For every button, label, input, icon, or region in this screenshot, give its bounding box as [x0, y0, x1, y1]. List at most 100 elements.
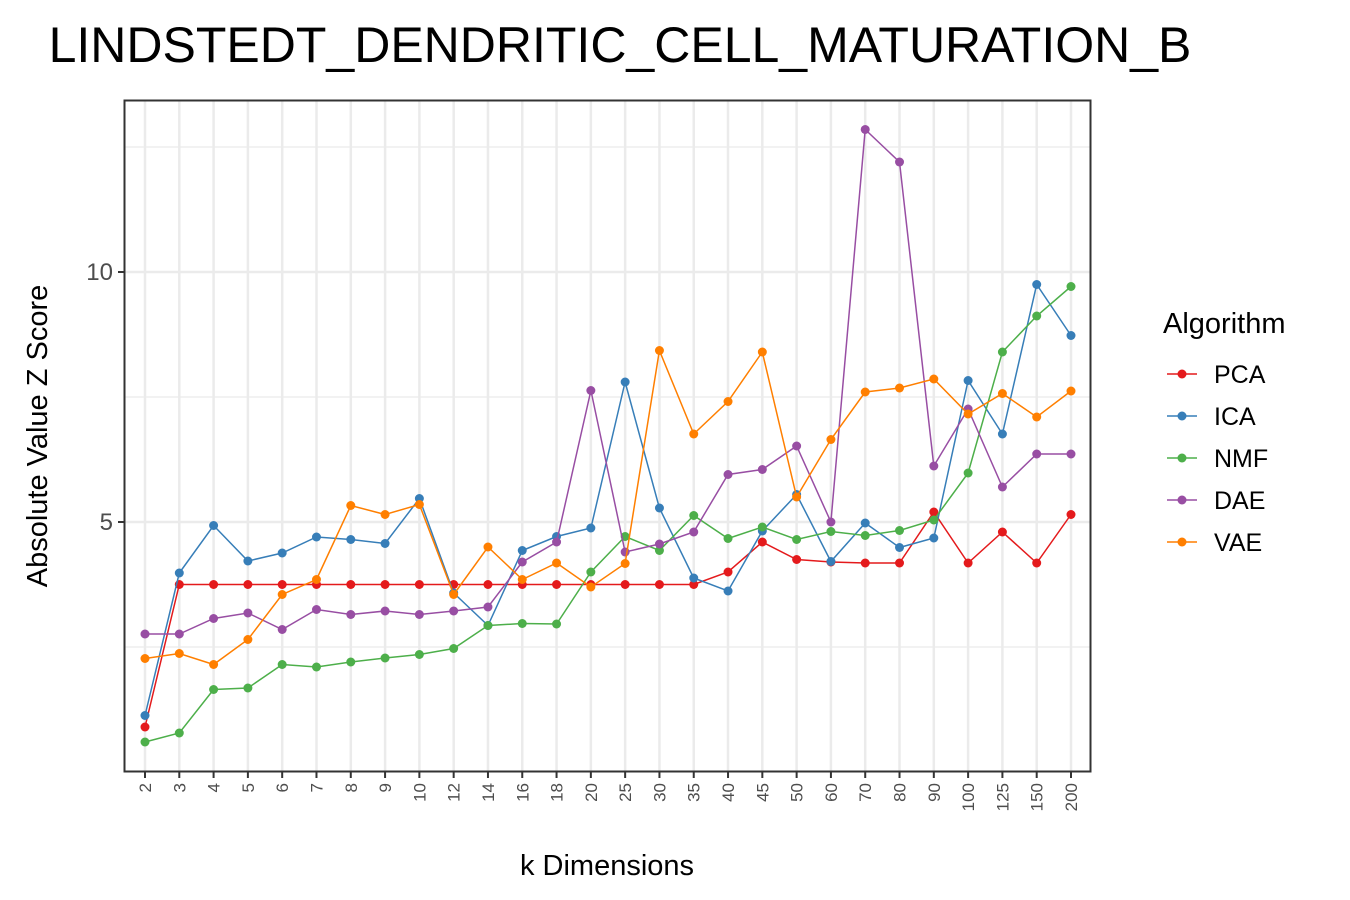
dae-point — [757, 465, 767, 474]
x-tick-label: 125 — [993, 783, 1012, 811]
dae-point — [380, 606, 390, 616]
dae-point — [997, 482, 1007, 492]
ica-point — [1066, 331, 1076, 340]
ica-point — [723, 586, 733, 596]
vae-point — [140, 654, 150, 663]
ica-point — [963, 376, 973, 385]
vae-point — [243, 635, 253, 644]
ica-point — [1032, 280, 1042, 289]
dae-point — [311, 605, 321, 614]
x-tick-label: 5 — [239, 783, 258, 792]
vae-point — [997, 389, 1007, 398]
nmf-point — [1066, 282, 1076, 291]
nmf-point — [311, 662, 321, 672]
x-tick-label: 40 — [719, 783, 738, 802]
ica-point — [243, 556, 253, 566]
vae-line — [144, 347, 1072, 666]
vae-point — [929, 374, 939, 384]
x-tick-label: 45 — [753, 783, 772, 802]
series-vae — [140, 346, 1076, 669]
nmf-point — [586, 567, 596, 577]
legend-key-point — [1177, 453, 1187, 463]
series-lines — [140, 125, 1076, 747]
vae-point — [414, 500, 424, 509]
legend-item-vae: VAE — [1167, 529, 1262, 557]
ica-point — [826, 557, 836, 566]
x-tick-label: 60 — [822, 783, 841, 802]
pca-point — [1032, 558, 1042, 568]
x-tick-label: 20 — [582, 783, 601, 802]
vae-point — [792, 492, 802, 502]
series-dae — [140, 125, 1076, 639]
pca-point — [552, 580, 562, 589]
pca-point — [209, 580, 219, 589]
legend-item-pca: PCA — [1167, 361, 1266, 389]
ica-point — [689, 573, 699, 583]
dae-point — [620, 547, 630, 557]
nmf-point — [552, 619, 562, 629]
dae-point — [517, 557, 527, 567]
nmf-point — [517, 619, 527, 628]
pca-point — [620, 580, 630, 589]
pca-point — [929, 507, 939, 517]
ica-point — [586, 523, 596, 533]
ica-point — [997, 429, 1007, 439]
vae-point — [552, 558, 562, 568]
ica-point — [174, 568, 184, 578]
dae-point — [277, 625, 287, 634]
vae-point — [654, 346, 664, 355]
x-tick-label: 4 — [205, 783, 224, 792]
y-tick-label: 5 — [100, 509, 113, 536]
nmf-point — [414, 650, 424, 659]
x-tick-label: 6 — [273, 783, 292, 792]
pca-point — [243, 580, 253, 589]
x-tick-label: 10 — [410, 783, 429, 802]
x-tick-label: 16 — [513, 783, 532, 802]
vae-point — [620, 559, 630, 568]
dae-point — [483, 602, 493, 612]
dae-point — [586, 386, 596, 395]
nmf-point — [997, 347, 1007, 357]
dae-point — [654, 539, 664, 549]
nmf-point — [174, 728, 184, 738]
vae-point — [689, 429, 699, 439]
nmf-point — [723, 534, 733, 543]
vae-point — [963, 409, 973, 419]
nmf-point — [929, 515, 939, 525]
x-tick-label: 150 — [1028, 783, 1047, 811]
plot-panel-border — [123, 99, 1092, 773]
x-tick-label: 70 — [856, 783, 875, 802]
pca-point — [1066, 510, 1076, 519]
pca-point — [757, 537, 767, 547]
ica-point — [311, 532, 321, 542]
x-tick-label: 7 — [307, 783, 326, 792]
vae-point — [517, 575, 527, 584]
legend-item-dae: DAE — [1167, 487, 1265, 515]
ica-line — [144, 282, 1072, 716]
nmf-point — [346, 657, 356, 667]
pca-point — [997, 527, 1007, 537]
x-tick-label: 30 — [650, 783, 669, 802]
pca-point — [963, 558, 973, 568]
ica-point — [346, 535, 356, 544]
series-nmf — [140, 282, 1076, 747]
pca-line — [144, 510, 1072, 728]
ica-point — [654, 503, 664, 513]
x-tick-label: 35 — [685, 783, 704, 802]
x-tick-label: 8 — [342, 783, 361, 792]
vae-point — [277, 590, 287, 599]
vae-point — [174, 649, 184, 658]
ica-point — [929, 533, 939, 543]
vae-point — [757, 347, 767, 357]
nmf-point — [209, 685, 219, 694]
grid — [125, 101, 1090, 771]
x-axis-title: k Dimensions — [520, 850, 694, 882]
y-axis-title: Absolute Value Z Score — [22, 285, 54, 588]
y-tick-label: 10 — [86, 259, 113, 286]
ica-point — [895, 543, 905, 552]
chart-title: LINDSTEDT_DENDRITIC_CELL_MATURATION_B — [49, 17, 1192, 73]
x-tick-label: 80 — [891, 783, 910, 802]
nmf-point — [277, 660, 287, 669]
pca-point — [346, 580, 356, 589]
